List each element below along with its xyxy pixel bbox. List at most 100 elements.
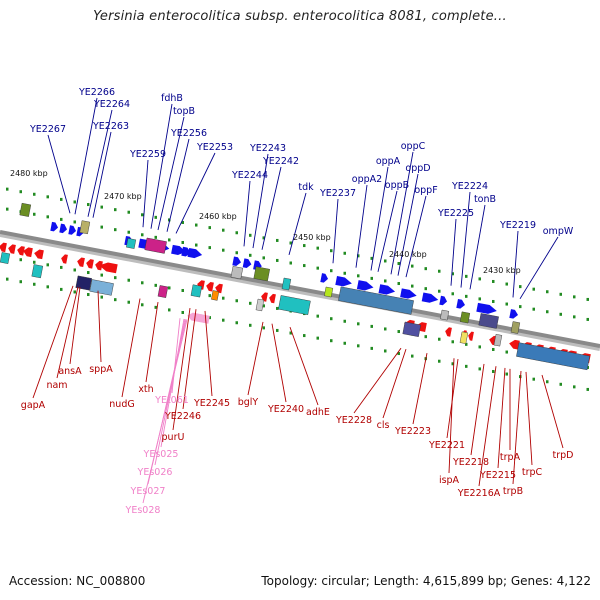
map-title: Yersinia enterocolitica subsp. enterocol…: [93, 9, 507, 24]
tick-mark: [505, 350, 508, 354]
rna-gene-label: YEs027: [130, 486, 166, 497]
bottom-gene-label: sppA: [89, 364, 113, 375]
tick-mark: [6, 187, 9, 191]
reverse-gene-arrow: [99, 262, 118, 274]
reverse-gene-arrow: [8, 244, 16, 254]
tick-mark: [100, 225, 103, 229]
gene-block: [516, 342, 590, 371]
top-gene-label-leader: [370, 166, 389, 271]
tick-mark: [60, 287, 63, 291]
tick-mark: [559, 382, 562, 386]
tick-mark: [127, 300, 130, 304]
tick-mark: [397, 282, 400, 286]
tick-mark: [46, 263, 49, 267]
top-gene-label-leader: [397, 173, 419, 276]
tick-mark: [424, 335, 427, 339]
tick-mark: [114, 228, 117, 232]
tick-mark: [451, 272, 454, 276]
bottom-gene-label: trpA: [500, 452, 521, 463]
top-gene-label: oppF: [414, 185, 437, 196]
label-line-layer: [32, 97, 564, 504]
top-gene-label: tdk: [298, 182, 314, 193]
tick-mark: [235, 231, 238, 235]
tick-mark: [249, 233, 252, 237]
rna-gene-label: YEs028: [125, 505, 161, 516]
scale-label: 2460 kbp: [199, 212, 237, 221]
gene-block: [19, 202, 32, 217]
tick-mark: [249, 301, 252, 305]
tick-mark: [586, 297, 589, 301]
forward-gene-arrow: [232, 256, 242, 267]
tick-mark: [60, 265, 63, 269]
tick-mark: [154, 305, 157, 309]
bottom-gene-label: trpD: [553, 450, 574, 461]
tick-mark: [208, 246, 211, 250]
gene-block: [255, 298, 265, 312]
reverse-gene-arrow: [261, 292, 268, 302]
bottom-gene-label-leader: [32, 285, 74, 399]
tick-mark: [397, 330, 400, 334]
top-gene-label: oppB: [385, 180, 409, 191]
scale-label: 2440 kbp: [389, 250, 427, 259]
top-gene-label: YE2264: [93, 99, 130, 110]
top-gene-label-leader: [390, 151, 414, 275]
bottom-gene-label-leader: [247, 321, 264, 396]
tick-mark: [586, 317, 589, 321]
tick-mark: [357, 254, 360, 258]
tick-mark: [181, 220, 184, 224]
tick-mark: [384, 327, 387, 331]
tick-mark: [100, 205, 103, 209]
tick-mark: [384, 279, 387, 283]
tick-mark: [262, 236, 265, 240]
tick-mark: [559, 312, 562, 316]
bottom-gene-label-leader: [172, 308, 191, 431]
tick-mark: [208, 316, 211, 320]
forward-gene-arrow: [335, 276, 352, 287]
tick-mark: [114, 276, 117, 280]
tick-mark: [60, 197, 63, 201]
tick-mark: [343, 341, 346, 345]
gene-block: [278, 295, 311, 315]
tick-mark: [222, 248, 225, 252]
bottom-gene-label-leader: [56, 286, 79, 379]
scale-label: 2450 kbp: [293, 233, 331, 242]
accession-text: Accession: NC_008800: [9, 574, 146, 588]
top-gene-label: YE2225: [437, 208, 474, 219]
tick-mark: [411, 284, 414, 288]
tick-mark: [330, 269, 333, 273]
tick-mark: [519, 285, 522, 289]
tick-mark: [262, 326, 265, 330]
tick-mark: [33, 260, 36, 264]
tick-mark: [168, 308, 171, 312]
gene-block: [190, 284, 203, 298]
tick-mark: [316, 246, 319, 250]
tick-mark: [357, 344, 360, 348]
forward-gene-arrow: [509, 309, 519, 319]
gene-block: [402, 321, 421, 337]
gene-block: [281, 277, 292, 291]
bottom-gene-label-leader: [448, 358, 455, 474]
reverse-gene-arrow: [445, 327, 452, 337]
top-gene-label: YE2256: [170, 128, 207, 139]
tick-mark: [505, 282, 508, 286]
tick-mark: [276, 238, 279, 242]
top-gene-label: YE2242: [262, 156, 299, 167]
reverse-gene-arrow: [77, 257, 85, 267]
reverse-gene-arrow: [61, 254, 68, 264]
bottom-gene-label-leader: [289, 326, 319, 406]
bottom-gene-label: YE2218: [452, 457, 489, 468]
top-gene-label-leader: [92, 131, 112, 218]
scale-label: 2470 kbp: [104, 192, 142, 201]
tick-mark: [195, 223, 198, 227]
scale-label: 2480 kbp: [10, 169, 48, 178]
tick-mark: [505, 302, 508, 306]
forward-gene-arrow: [68, 225, 77, 235]
bottom-gene-label-leader: [121, 298, 141, 398]
top-gene-label-leader: [377, 190, 398, 272]
tick-mark: [451, 292, 454, 296]
rna-gene-label: YEs025: [143, 449, 179, 460]
forward-gene-arrow: [50, 221, 59, 232]
top-gene-label-leader: [243, 180, 251, 247]
forward-gene-arrow: [456, 299, 466, 309]
